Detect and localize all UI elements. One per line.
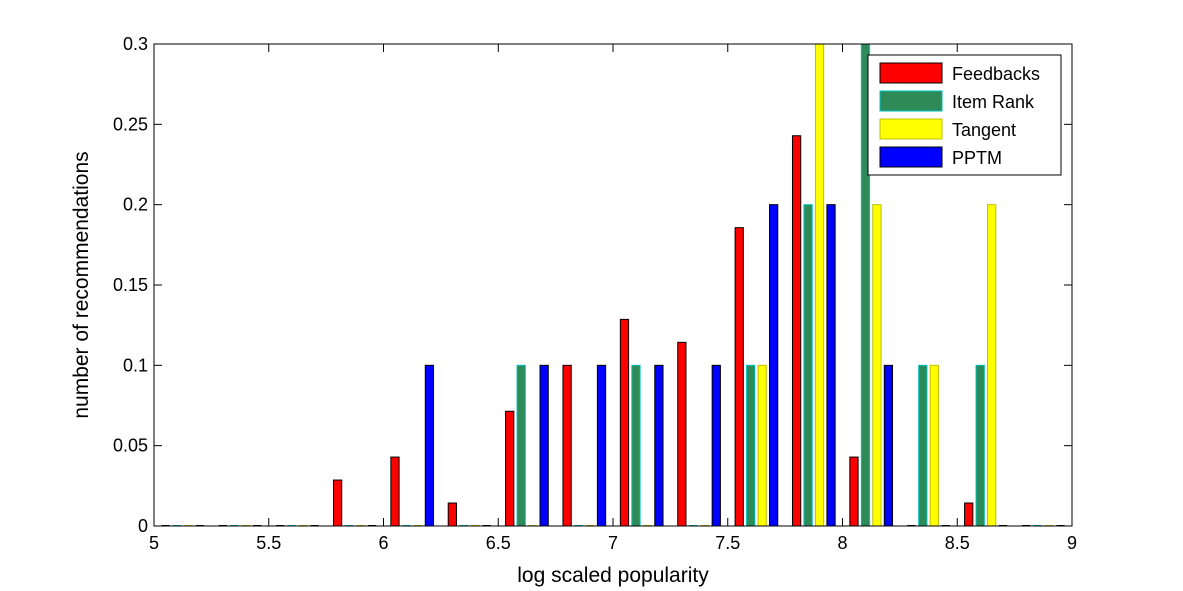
legend-swatch-feedbacks <box>879 62 943 84</box>
bar-tangent <box>987 204 997 527</box>
x-axis-title: log scaled popularity <box>517 564 709 587</box>
bar-feedbacks <box>677 341 687 527</box>
bar-item-rank <box>631 364 641 527</box>
bar-tangent <box>872 204 882 527</box>
bar-pptm <box>539 364 549 527</box>
legend-label: Tangent <box>952 120 1016 140</box>
x-tick-label: 6 <box>378 533 388 553</box>
x-tick-label: 5.5 <box>256 533 281 553</box>
x-tick-label: 7 <box>608 533 618 553</box>
bar-feedbacks <box>849 456 859 527</box>
legend-swatch-item-rank <box>879 90 943 112</box>
y-axis-title: number of recommendations <box>70 151 93 418</box>
x-tick-label: 5 <box>149 533 159 553</box>
bar-pptm <box>424 364 435 527</box>
bar-tangent <box>757 364 767 527</box>
bar-pptm <box>596 364 607 527</box>
x-axis: 5 5.5 6 6.5 7 7.5 8 8.5 9 <box>149 44 1077 553</box>
y-tick-label: 0.1 <box>123 355 148 375</box>
y-tick-label: 0.15 <box>113 275 148 295</box>
y-tick-label: 0.05 <box>113 436 148 456</box>
bar-pptm <box>654 364 664 527</box>
bar-pptm <box>711 364 721 527</box>
y-tick-label: 0.3 <box>123 34 148 54</box>
x-tick-label: 8.5 <box>945 533 970 553</box>
legend-swatch-tangent <box>879 118 943 140</box>
bar-pptm <box>883 364 894 527</box>
y-axis: 0 0.05 0.1 0.15 0.2 0.25 0.3 <box>113 34 1072 536</box>
bar-feedbacks <box>562 364 572 527</box>
bar-pptm <box>826 204 836 527</box>
bar-feedbacks <box>964 502 974 527</box>
bar-pptm <box>769 204 779 527</box>
bar-feedbacks <box>390 456 400 527</box>
bar-feedbacks <box>734 227 744 527</box>
y-tick-label: 0.25 <box>113 114 148 134</box>
bars-layer <box>161 43 1065 527</box>
x-tick-label: 6.5 <box>486 533 511 553</box>
bar-item-rank <box>803 204 813 527</box>
legend: Feedbacks Item Rank Tangent PPTM <box>867 54 1062 176</box>
bar-item-rank <box>975 364 985 527</box>
bar-tangent <box>814 43 825 527</box>
bar-feedbacks <box>619 318 630 527</box>
bar-feedbacks <box>791 135 802 527</box>
bar-item-rank <box>746 364 756 527</box>
legend-label: PPTM <box>952 148 1002 168</box>
bar-feedbacks <box>447 502 457 527</box>
bar-tangent <box>929 364 939 527</box>
x-tick-label: 7.5 <box>715 533 740 553</box>
legend-label: Feedbacks <box>952 64 1040 84</box>
bar-feedbacks <box>332 479 343 527</box>
y-tick-label: 0 <box>138 516 148 536</box>
x-tick-label: 8 <box>837 533 847 553</box>
bar-item-rank <box>918 364 928 527</box>
x-tick-label: 9 <box>1067 533 1077 553</box>
legend-label: Item Rank <box>952 92 1035 112</box>
y-tick-label: 0.2 <box>123 195 148 215</box>
bar-item-rank <box>516 364 526 527</box>
legend-swatch-pptm <box>879 146 943 168</box>
bar-feedbacks <box>505 410 515 527</box>
